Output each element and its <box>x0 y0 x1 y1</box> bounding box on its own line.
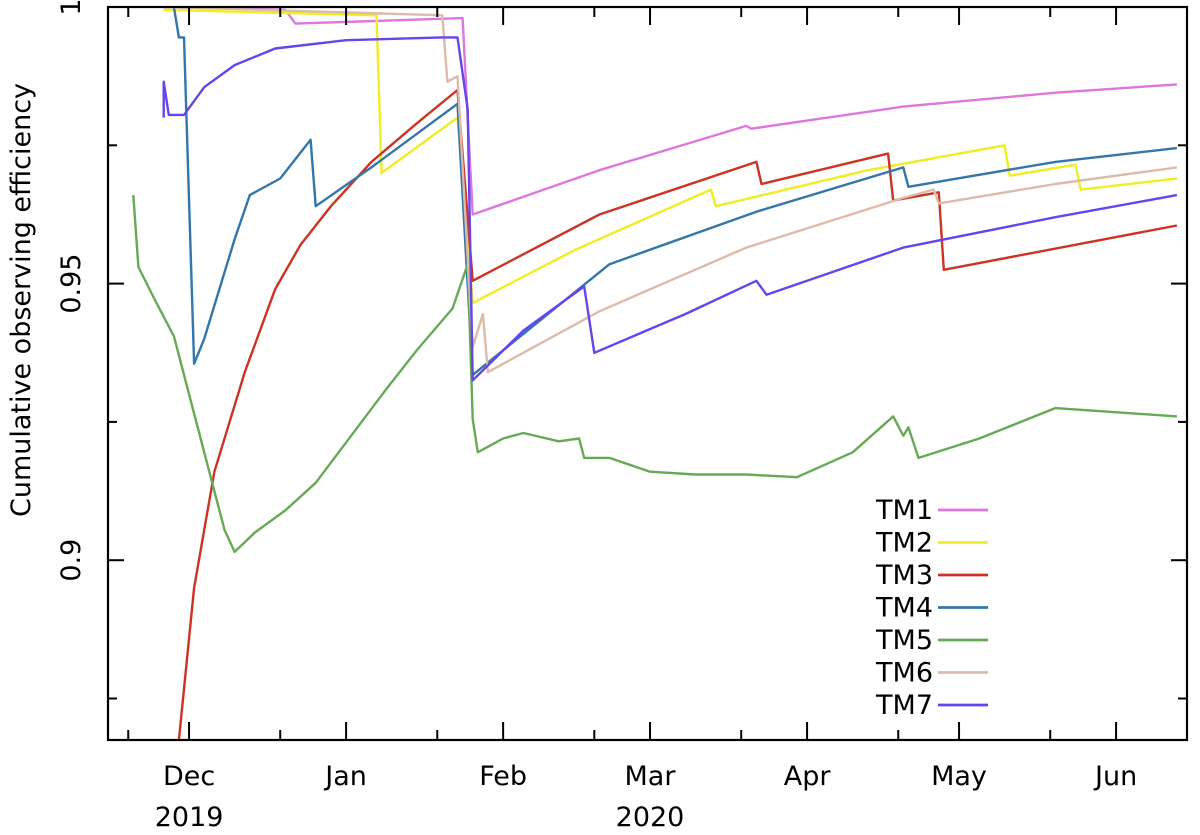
legend-label-tm6: TM6 <box>875 658 933 689</box>
series-line-tm7 <box>162 36 1178 382</box>
x-tick-label: Dec <box>163 761 215 792</box>
series-line-tm1 <box>163 7 1177 216</box>
x-tick-label: May <box>931 761 987 792</box>
x-tick-label: Mar <box>625 761 677 792</box>
legend-label-tm2: TM2 <box>875 528 933 559</box>
x-year-label: 2020 <box>616 802 685 833</box>
legend-label-tm4: TM4 <box>875 593 933 624</box>
x-year-label: 2019 <box>155 802 224 833</box>
x-tick-label: Feb <box>479 761 527 792</box>
y-tick-label: 1 <box>56 0 87 16</box>
series-line-tm6 <box>163 7 1178 374</box>
series-line-tm5 <box>132 195 1177 554</box>
x-tick-label: Jun <box>1093 761 1137 792</box>
y-tick-label: 0.95 <box>56 254 87 314</box>
legend-label-tm7: TM7 <box>875 690 933 721</box>
series-line-tm4 <box>172 7 1178 377</box>
plot-frame <box>106 5 1189 742</box>
legend-label-tm5: TM5 <box>875 625 933 656</box>
axes-layer: 0.9 0.95 1 Dec Jan Feb Mar Apr May Jun 2019 2020 <box>56 0 1187 833</box>
series-line-tm2 <box>163 8 1178 305</box>
legend-label-tm3: TM3 <box>875 560 933 591</box>
x-tick-label: Apr <box>784 761 832 792</box>
series-layer <box>132 7 1178 740</box>
legend-label-tm1: TM1 <box>875 495 933 526</box>
y-axis-title: Cumulative observing efficiency <box>6 83 37 517</box>
x-tick-label: Jan <box>323 761 367 792</box>
y-tick-label: 0.9 <box>56 539 87 582</box>
